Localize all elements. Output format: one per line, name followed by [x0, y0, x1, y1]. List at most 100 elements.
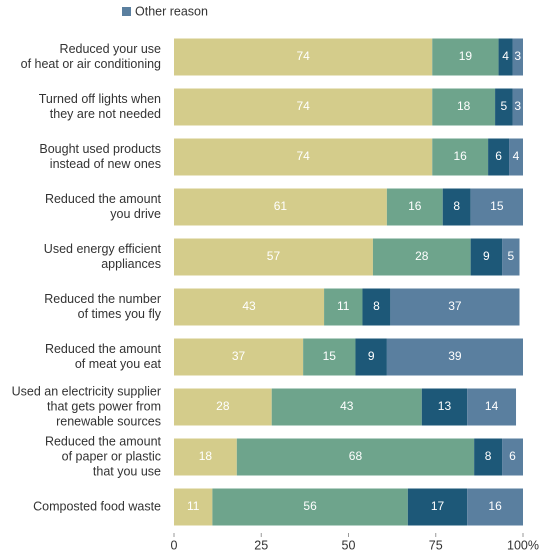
category-label: Reduced the amount: [45, 342, 162, 356]
category-label: of heat or air conditioning: [21, 57, 161, 71]
bar-segment: [498, 38, 513, 76]
bar-segment: [362, 288, 391, 326]
bar-segment: [386, 188, 443, 226]
category-label: Bought used products: [39, 142, 161, 156]
bar-segment: [174, 38, 433, 76]
bar-segment: [390, 288, 520, 326]
value-label: 19: [459, 49, 473, 63]
category-label: Reduced the amount: [45, 434, 162, 448]
category-label: appliances: [101, 257, 161, 271]
category-label: of times you fly: [78, 307, 162, 321]
bar-segment: [174, 88, 433, 126]
bar-segment: [174, 188, 387, 226]
bar-segment: [355, 338, 387, 376]
bar-segment: [470, 238, 503, 276]
x-tick-label: 50: [342, 538, 356, 550]
value-label: 74: [296, 49, 310, 63]
value-label: 68: [349, 449, 363, 463]
value-label: 5: [507, 249, 514, 263]
bar-segment: [386, 338, 523, 376]
value-label: 9: [483, 249, 490, 263]
value-label: 16: [408, 199, 422, 213]
bar-segment: [502, 438, 523, 476]
category-label: of meat you eat: [75, 357, 162, 371]
value-label: 8: [453, 199, 460, 213]
value-label: 16: [454, 149, 468, 163]
bar-segment: [174, 238, 373, 276]
value-label: 17: [431, 499, 445, 513]
bar-segment: [470, 188, 523, 226]
value-label: 15: [323, 349, 337, 363]
legend-swatch: [122, 7, 131, 16]
value-label: 13: [438, 399, 452, 413]
bar-segment: [467, 388, 517, 426]
bar-segment: [509, 138, 523, 176]
bar-segment: [174, 388, 272, 426]
bar-segment: [174, 488, 213, 526]
bar-segment: [174, 438, 237, 476]
value-label: 16: [488, 499, 502, 513]
bar-segment: [212, 488, 408, 526]
value-label: 6: [509, 449, 516, 463]
value-label: 18: [199, 449, 213, 463]
category-label: that gets power from: [47, 399, 161, 413]
category-label: Used energy efficient: [44, 242, 162, 256]
bar-segment: [174, 138, 433, 176]
bar-segment: [467, 488, 523, 526]
bar-segment: [432, 138, 489, 176]
value-label: 11: [187, 499, 200, 513]
value-label: 28: [216, 399, 230, 413]
value-label: 15: [490, 199, 504, 213]
value-label: 5: [500, 99, 507, 113]
value-label: 14: [485, 399, 499, 413]
x-tick-label: 0: [171, 538, 178, 550]
bar-segment: [236, 438, 475, 476]
value-label: 43: [242, 299, 256, 313]
bar-segment: [324, 288, 363, 326]
bar-segment: [174, 338, 304, 376]
bar-segment: [174, 288, 325, 326]
value-label: 18: [457, 99, 471, 113]
category-label: they are not needed: [50, 107, 161, 121]
bar-segment: [474, 438, 503, 476]
category-label: you drive: [110, 207, 161, 221]
category-label: Used an electricity supplier: [12, 384, 161, 398]
value-label: 11: [337, 299, 350, 313]
x-tick-label: 25: [254, 538, 268, 550]
bar-segment: [495, 88, 513, 126]
bar-segment: [303, 338, 356, 376]
x-tick-label: 75: [429, 538, 443, 550]
category-label: of paper or plastic: [62, 449, 161, 463]
bar-segment: [502, 238, 520, 276]
category-label: instead of new ones: [50, 157, 161, 171]
value-label: 3: [514, 99, 521, 113]
value-label: 8: [373, 299, 380, 313]
category-label: Turned off lights when: [39, 92, 161, 106]
value-label: 28: [415, 249, 429, 263]
value-label: 9: [368, 349, 375, 363]
category-label: that you use: [93, 464, 161, 478]
bar-segment: [442, 188, 471, 226]
bar-segment: [372, 238, 471, 276]
value-label: 8: [485, 449, 492, 463]
value-label: 74: [296, 99, 310, 113]
x-tick-label: 100%: [507, 538, 539, 550]
value-label: 3: [514, 49, 521, 63]
bar-segment: [488, 138, 510, 176]
value-label: 61: [274, 199, 288, 213]
value-label: 43: [340, 399, 354, 413]
value-label: 57: [267, 249, 281, 263]
value-label: 37: [232, 349, 246, 363]
category-label: Composted food waste: [33, 499, 161, 513]
bar-segment: [432, 38, 499, 76]
category-label: renewable sources: [56, 414, 161, 428]
bar-segment: [512, 38, 523, 76]
bar-segment: [421, 388, 468, 426]
legend-label: Other reason: [135, 4, 208, 18]
value-label: 4: [513, 149, 520, 163]
category-label: Reduced the amount: [45, 192, 162, 206]
value-label: 56: [303, 499, 317, 513]
category-label: Reduced the number: [44, 292, 161, 306]
category-label: Reduced your use: [60, 42, 162, 56]
